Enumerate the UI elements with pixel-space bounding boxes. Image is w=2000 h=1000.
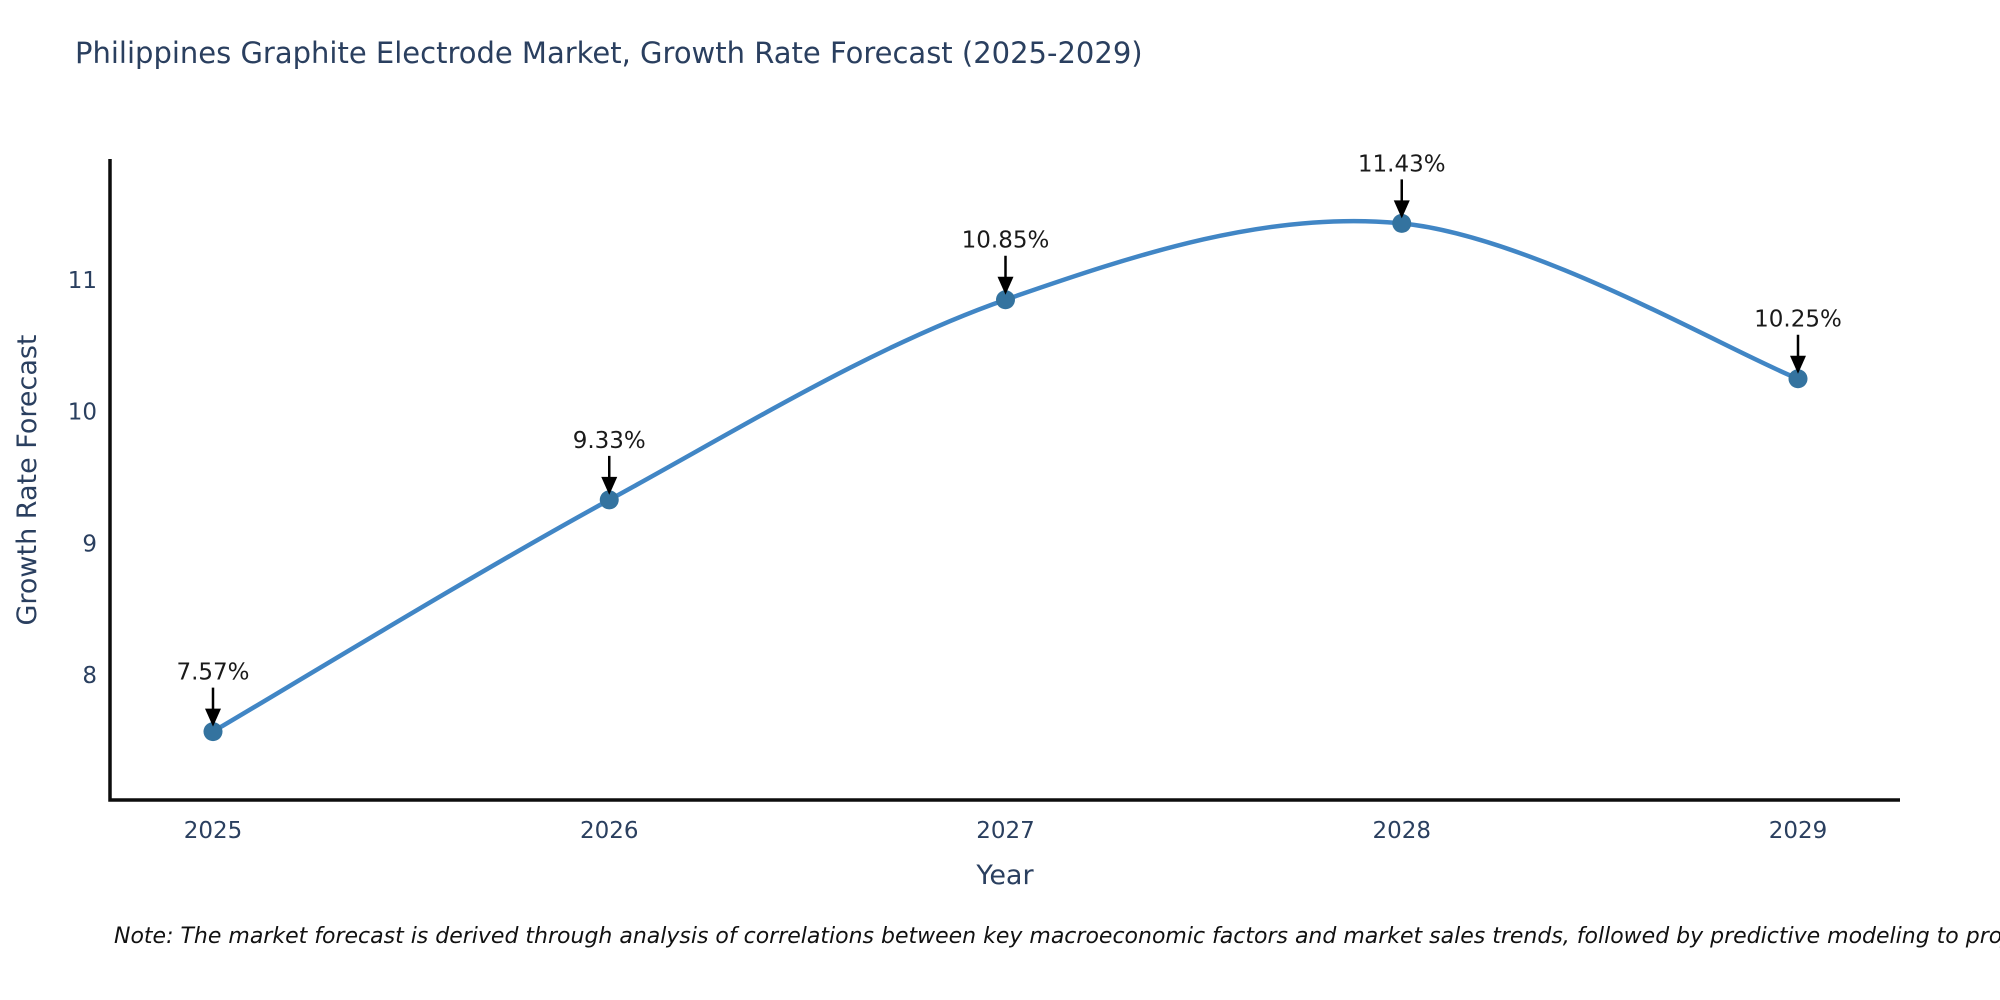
- point-annotation-label: 10.85%: [962, 228, 1050, 254]
- point-annotation-label: 11.43%: [1358, 151, 1446, 177]
- y-axis-title: Growth Rate Forecast: [12, 334, 43, 626]
- annotation-arrow-head: [997, 276, 1014, 295]
- point-annotation-label: 7.57%: [176, 660, 249, 686]
- y-tick-label: 11: [68, 268, 97, 294]
- axis-lines: [108, 159, 1900, 802]
- point-annotation-label: 10.25%: [1754, 307, 1842, 333]
- x-tick-label: 2026: [580, 818, 639, 844]
- footnote: Note: The market forecast is derived thr…: [114, 924, 2000, 949]
- annotation-arrow-head: [1393, 200, 1410, 219]
- x-axis-title: Year: [976, 860, 1034, 891]
- data-point-marker: [1392, 213, 1412, 233]
- chart-title: Philippines Graphite Electrode Market, G…: [75, 36, 1143, 70]
- data-point-marker: [599, 490, 619, 510]
- x-tick-label: 2025: [184, 818, 243, 844]
- annotation-arrow-head: [205, 708, 221, 727]
- point-annotation-label: 9.33%: [573, 428, 646, 454]
- data-point-marker: [1788, 369, 1808, 389]
- annotation-arrow-head: [601, 476, 618, 495]
- x-tick-label: 2028: [1372, 818, 1431, 844]
- data-point-marker: [203, 722, 223, 742]
- y-tick-label: 10: [68, 400, 97, 426]
- x-tick-label: 2029: [1769, 818, 1828, 844]
- y-tick-label: 8: [82, 663, 97, 689]
- x-tick-label: 2027: [976, 818, 1035, 844]
- y-tick-label: 9: [82, 531, 97, 557]
- data-point-marker: [996, 290, 1015, 310]
- annotation-arrow-head: [1790, 355, 1806, 374]
